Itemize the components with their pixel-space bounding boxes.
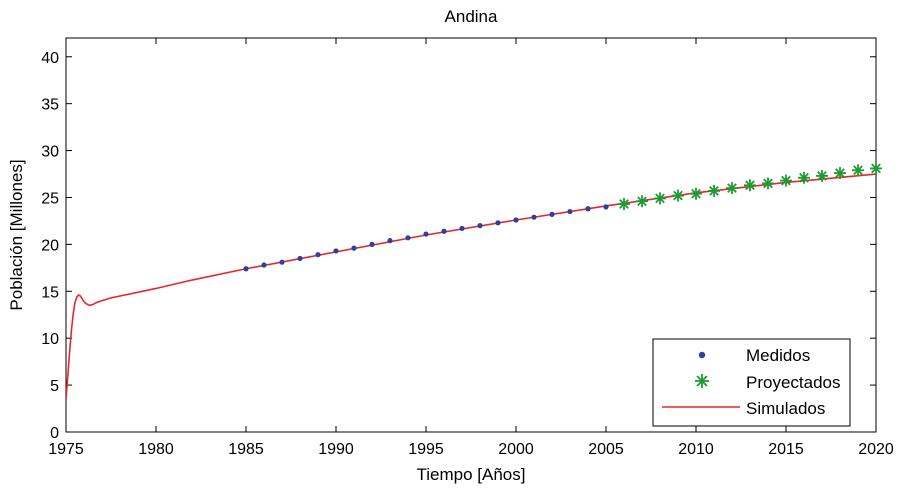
- point-proyectados: [744, 179, 756, 192]
- legend-marker-proyectados: [695, 374, 709, 388]
- point-medidos: [567, 208, 573, 215]
- point-proyectados: [726, 182, 738, 195]
- series-layer: [66, 162, 882, 400]
- point-proyectados: [636, 195, 648, 208]
- point-medidos: [261, 262, 267, 268]
- legend-star-shape: [695, 374, 709, 388]
- point-proyectados: [870, 162, 882, 175]
- x-tick-label: 1975: [48, 441, 84, 458]
- legend-label-proyectados: Proyectados: [746, 373, 841, 392]
- point-medidos: [423, 231, 429, 237]
- x-axis-label: Tiempo [Años]: [417, 465, 526, 484]
- point-medidos: [351, 245, 357, 251]
- x-tick-label: 1985: [228, 441, 264, 458]
- legend-box: [652, 338, 851, 427]
- point-medidos: [315, 252, 321, 258]
- chart-title: Andina: [445, 7, 498, 26]
- legend-label-medidos: Medidos: [746, 346, 810, 365]
- x-tick-label: 1980: [138, 441, 174, 458]
- point-proyectados: [762, 177, 774, 190]
- point-medidos: [513, 217, 519, 223]
- series-line-simulados: [66, 173, 876, 400]
- point-proyectados: [834, 167, 846, 180]
- point-medidos: [405, 235, 411, 241]
- point-medidos: [495, 220, 501, 226]
- y-tick-label: 5: [50, 378, 59, 395]
- x-tick-label: 2000: [498, 441, 534, 458]
- x-tick-label: 1995: [408, 441, 444, 458]
- point-medidos: [531, 214, 537, 220]
- point-proyectados: [852, 164, 864, 177]
- point-proyectados: [618, 198, 630, 211]
- legend-label-simulados: Simulados: [746, 399, 825, 418]
- point-medidos: [243, 266, 249, 272]
- y-tick-label: 30: [41, 144, 59, 161]
- x-tick-label: 2015: [768, 441, 804, 458]
- point-medidos: [585, 206, 591, 212]
- y-axis: 0 5 10 15 20 25 30 35 40: [41, 50, 876, 442]
- legend: Medidos Proyectados Simulados: [652, 338, 851, 427]
- x-tick-label: 1990: [318, 441, 354, 458]
- point-proyectados: [780, 174, 792, 187]
- point-proyectados: [798, 171, 810, 184]
- x-tick-label: 2010: [678, 441, 714, 458]
- legend-entry-simulados: Simulados: [662, 399, 825, 418]
- y-tick-label: 10: [41, 331, 59, 348]
- y-tick-label: 20: [41, 237, 59, 254]
- y-tick-label: 15: [41, 284, 59, 301]
- legend-marker-medidos: [698, 351, 706, 359]
- x-axis: 1975 1980 1985 1990 1995 2000 2005 2010 2015 2020: [48, 38, 894, 458]
- y-tick-label: 0: [50, 425, 59, 442]
- y-tick-label: 40: [41, 50, 59, 67]
- point-medidos: [441, 228, 447, 234]
- point-medidos: [477, 223, 483, 229]
- point-medidos: [297, 255, 303, 262]
- legend-entry-proyectados: Proyectados: [695, 373, 841, 392]
- point-medidos: [333, 248, 339, 254]
- point-proyectados: [654, 192, 666, 205]
- y-tick-label: 25: [41, 190, 59, 207]
- y-tick-label: 35: [41, 97, 59, 114]
- x-tick-label: 2005: [588, 441, 624, 458]
- point-medidos: [279, 259, 285, 265]
- point-proyectados: [672, 189, 684, 202]
- y-axis-label: Población [Millones]: [7, 159, 26, 310]
- point-medidos: [387, 238, 393, 244]
- legend-entry-medidos: Medidos: [698, 346, 810, 365]
- point-proyectados: [708, 184, 720, 197]
- point-medidos: [369, 241, 375, 247]
- point-medidos: [603, 204, 609, 210]
- point-medidos: [549, 211, 555, 217]
- point-proyectados: [690, 187, 702, 200]
- point-proyectados: [816, 169, 828, 182]
- x-tick-label: 2020: [858, 441, 894, 458]
- point-medidos: [459, 225, 465, 232]
